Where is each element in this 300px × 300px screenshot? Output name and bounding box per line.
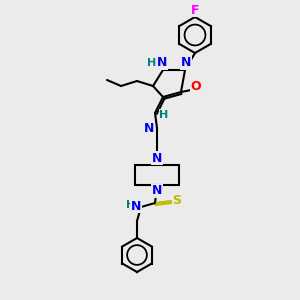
Text: H: H <box>147 58 157 68</box>
Text: N: N <box>131 200 141 212</box>
Text: O: O <box>191 80 201 94</box>
Text: N: N <box>152 152 162 164</box>
Text: N: N <box>144 122 154 136</box>
Text: F: F <box>191 4 199 16</box>
Text: N: N <box>181 56 191 70</box>
Text: H: H <box>159 110 169 120</box>
Text: N: N <box>152 184 162 197</box>
Text: S: S <box>172 194 182 206</box>
Text: H: H <box>126 200 136 210</box>
Text: N: N <box>157 56 167 70</box>
